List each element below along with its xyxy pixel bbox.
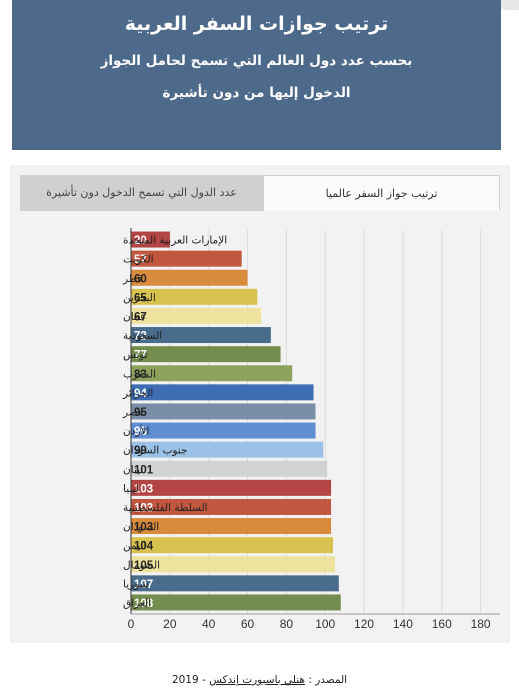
bar [131,346,281,363]
bar-value-label: 104 [134,541,154,553]
tab-world-ranking[interactable]: ترتيب جواز السفر عالميا [263,175,500,211]
category-label: قطر [122,273,142,285]
category-label: الكويت [123,254,154,266]
bar [131,594,341,611]
page-subtitle-line2: الدخول إليها من دون تأشيرة [162,85,351,101]
bar-value-label: 94 [134,388,147,400]
category-label: مصر [122,406,144,418]
category-label: السعودية [123,330,162,342]
bar [131,479,332,496]
corner-decoration [497,0,519,10]
bar-value-label: 67 [134,311,147,323]
x-tick-label: 140 [393,617,413,631]
x-tick-label: 60 [241,617,255,631]
category-label: الصومال [123,559,160,571]
page-subtitle-line1: بحسب عدد دول العالم التي تسمح لحامل الجو… [100,53,413,69]
bar-value-label: 103 [134,502,153,514]
bar-value-label: 103 [134,522,153,534]
bar [131,422,316,439]
bar [131,384,314,401]
tab-visa-free-count[interactable]: عدد الدول التي تسمح الدخول دون تأشيرة [20,175,263,211]
bar [131,269,248,286]
bar-value-label: 105 [134,560,154,572]
bar [131,460,328,477]
tab-bar: ترتيب جواز السفر عالميا عدد الدول التي ت… [20,175,500,211]
bar [131,307,262,324]
x-tick-label: 180 [471,617,491,631]
x-tick-label: 80 [280,617,294,631]
bar [131,575,339,592]
category-label: اليمن [123,540,146,552]
x-tick-label: 120 [354,617,374,631]
x-tick-label: 0 [128,617,135,631]
bar [131,365,293,382]
category-label: تونس [123,349,148,361]
bar [131,441,324,458]
category-label: الأردن [123,425,149,438]
bar-value-label: 20 [134,235,147,247]
source-suffix: - 2019 [171,674,206,686]
bar [131,518,332,535]
bar-value-label: 108 [134,598,154,610]
x-tick-label: 160 [432,617,452,631]
bar [131,556,335,573]
source-link[interactable]: هنلي باسبورت إندكس [209,674,305,686]
bar-value-label: 72 [134,331,147,343]
category-label: سوريا [123,578,148,590]
bar-value-label: 99 [134,445,147,457]
bar-value-label: 65 [134,292,147,304]
category-label: العراق [123,597,151,609]
bar-value-label: 95 [134,426,147,438]
bar-value-label: 60 [134,273,147,285]
x-tick-label: 40 [202,617,216,631]
bar-value-label: 83 [134,369,147,381]
category-label: السلطة الفلسطينية [123,502,208,514]
bar [131,288,258,305]
header-banner: ترتيب جوازات السفر العربية بحسب عدد دول … [12,0,501,150]
page-title: ترتيب جوازات السفر العربية [124,13,389,35]
bar-value-label: 107 [134,579,153,591]
bar [131,498,332,515]
bar [131,250,242,267]
x-tick-label: 20 [163,617,177,631]
source-note: المصدر : هنلي باسبورت إندكس - 2019 [0,674,519,686]
bar-value-label: 57 [134,254,147,266]
bar [131,537,333,554]
category-label: البحرين [123,292,156,304]
category-label: الجزائر [122,387,153,399]
bar [131,403,316,420]
bar [131,327,271,344]
category-label: الإمارات العربية المتحدة [123,235,227,247]
category-label: المغرب [123,368,156,380]
x-tick-label: 100 [315,617,335,631]
bar [131,231,170,248]
bar-value-label: 103 [134,483,153,495]
bar-value-label: 95 [134,407,147,419]
category-label: جنوب السودان [123,445,188,457]
category-label: عمان [123,311,146,323]
source-prefix: المصدر : [308,674,348,686]
bar-value-label: 101 [134,464,154,476]
category-label: السودان [123,521,159,533]
bar-value-label: 77 [134,350,147,362]
category-label: لبنان [123,464,143,476]
